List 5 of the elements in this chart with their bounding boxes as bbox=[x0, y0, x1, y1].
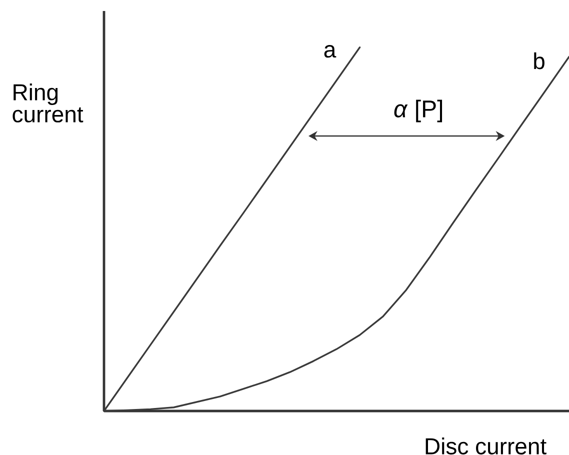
annotation: α [P] bbox=[394, 100, 442, 122]
series-label: b bbox=[534, 52, 544, 70]
series-label: a bbox=[324, 45, 336, 58]
x-axis-title: Disc current bbox=[426, 438, 546, 454]
y-axis-title: Ring current bbox=[12, 84, 84, 122]
